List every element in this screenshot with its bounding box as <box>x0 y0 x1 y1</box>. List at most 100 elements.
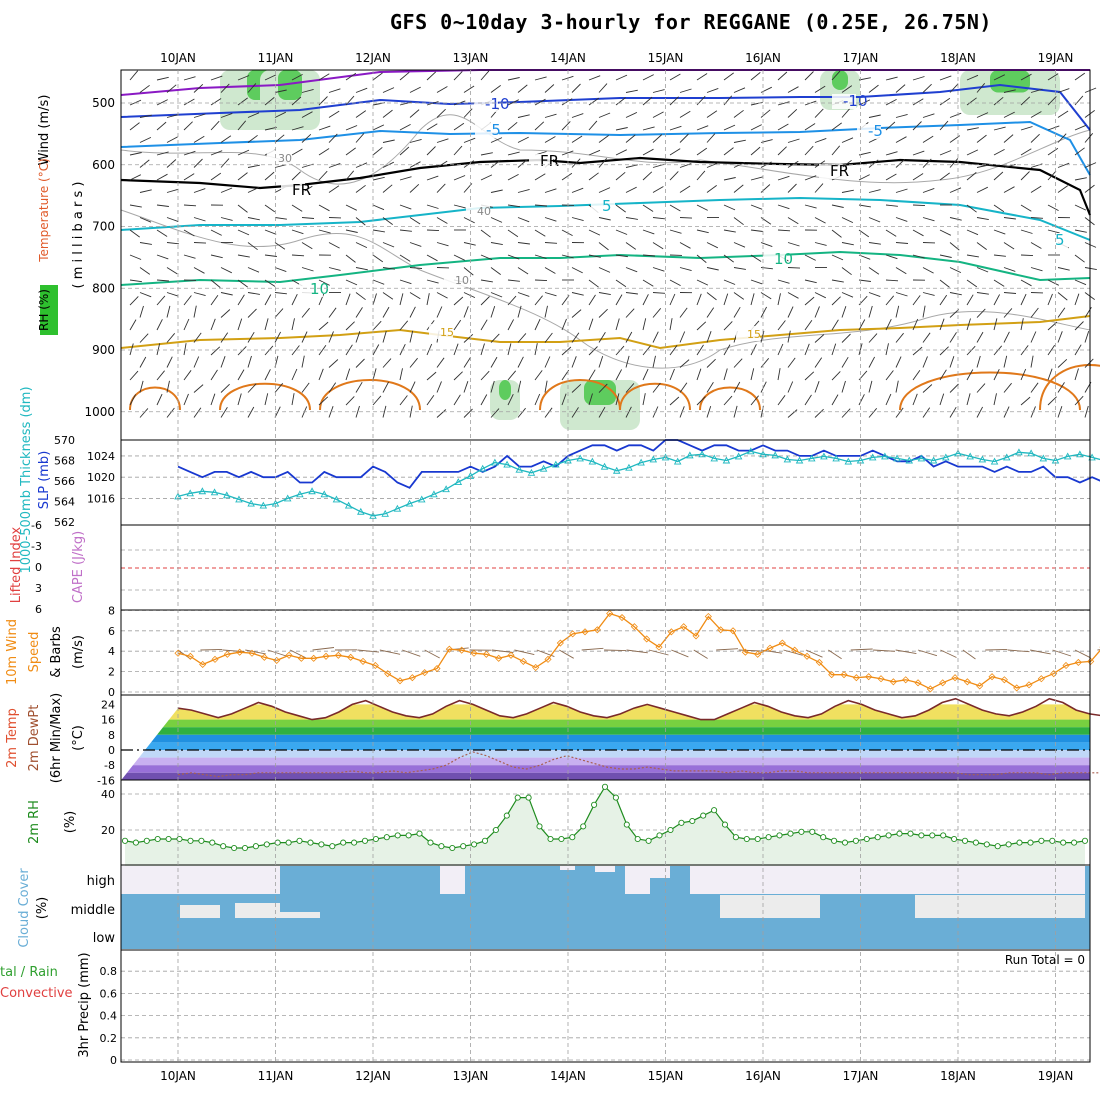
wind-barb <box>221 188 232 193</box>
wind-barb <box>994 127 1006 130</box>
wind-barb <box>167 293 178 297</box>
wind-barb <box>410 307 415 318</box>
wind-barb <box>626 165 638 168</box>
wind-barb <box>437 410 446 418</box>
wind-barb <box>886 152 898 155</box>
wind-barb <box>950 218 962 221</box>
slp-axis-label: SLP (mb) <box>37 451 52 510</box>
wind-barb <box>805 72 814 81</box>
wind-barb <box>616 319 619 331</box>
rh-marker <box>995 844 1000 849</box>
wind-barb <box>1031 134 1040 142</box>
wind-barb <box>518 268 528 275</box>
rh-marker <box>264 842 269 847</box>
wind-barb <box>977 218 989 220</box>
wind-barb <box>221 310 230 318</box>
wind-barb <box>967 393 970 405</box>
wind-barb <box>886 371 893 381</box>
wind-barb <box>832 205 844 208</box>
wind-barb <box>410 382 415 393</box>
wind-barb <box>842 357 848 367</box>
wind-barb <box>734 268 746 270</box>
wind-barb <box>680 308 687 318</box>
wind-barb <box>302 243 312 249</box>
wind-barb <box>454 255 465 260</box>
wind-barb <box>869 160 878 168</box>
wind-barb <box>680 332 685 343</box>
wind-barb <box>319 149 329 156</box>
wind-barb <box>950 113 961 117</box>
wind-barb <box>643 230 654 234</box>
wind-barb <box>886 174 896 180</box>
wind-barb <box>383 243 394 248</box>
wind-barb <box>805 124 815 131</box>
wind-barb <box>832 320 838 330</box>
wind-barb <box>1058 359 1067 367</box>
rh-marker <box>712 808 717 813</box>
wind-barb <box>643 127 655 130</box>
wind-barb <box>545 114 557 117</box>
wind-barb <box>643 393 645 405</box>
wind-barb <box>599 135 609 142</box>
wind-barb <box>427 205 439 209</box>
temp-tick-label: -16 <box>97 774 115 787</box>
wind-barb <box>572 188 583 192</box>
wind-barb <box>734 359 742 368</box>
wind-barb <box>869 268 879 275</box>
wind-barb <box>896 137 907 143</box>
wind-barb <box>518 357 523 368</box>
wind-barb <box>383 382 389 393</box>
wind-barb <box>464 109 472 118</box>
wind-barb <box>913 295 920 305</box>
rh-marker <box>286 840 291 845</box>
wind-barb <box>940 394 944 405</box>
wind-barb <box>491 85 501 92</box>
rh-marker <box>864 836 869 841</box>
wind-barb <box>373 321 381 330</box>
rh-marker <box>570 835 575 840</box>
wind-barb <box>329 186 339 193</box>
wind-barb <box>869 306 872 318</box>
wind-barb <box>383 331 386 343</box>
wind-barb <box>869 85 879 92</box>
wind-barb <box>1004 187 1015 193</box>
wind-barb <box>653 332 658 343</box>
wind-barb <box>292 149 302 155</box>
wind-barb <box>626 112 637 117</box>
panel-frame-slp <box>121 440 1090 525</box>
pressure-tick-label: 900 <box>92 343 115 357</box>
wind-barb <box>778 344 783 355</box>
wind-barb <box>211 370 218 380</box>
slp-tick-label: 1024 <box>87 450 115 463</box>
rh-marker <box>406 833 411 838</box>
cloud-gap <box>720 895 820 918</box>
wind-barb <box>437 307 442 318</box>
wind-barb <box>572 218 584 221</box>
wind-barb <box>788 382 793 393</box>
wind-barb <box>994 393 997 405</box>
wind-barb <box>184 370 191 380</box>
wind-barb <box>140 190 152 193</box>
wind-barb <box>238 319 242 330</box>
rh-marker <box>657 833 662 838</box>
temp-band <box>121 773 1090 781</box>
rh-marker <box>1072 840 1077 845</box>
wind-barb <box>167 333 175 342</box>
wind-barb <box>184 255 196 258</box>
rh-marker <box>199 838 204 843</box>
wind-barb <box>626 356 629 368</box>
wind-barb <box>572 356 576 367</box>
rh-marker <box>504 813 509 818</box>
wind-barb <box>832 371 840 380</box>
wind-barb <box>265 230 276 234</box>
wind-barb <box>356 406 360 418</box>
wind-barb <box>1004 356 1007 368</box>
date-label-top: 14JAN <box>550 51 586 65</box>
wind-barb <box>724 125 735 130</box>
rh-marker <box>1061 840 1066 845</box>
wind-barb <box>184 122 193 130</box>
wind-barb <box>697 126 708 130</box>
wind-barb <box>761 218 771 225</box>
wind-barb <box>842 381 846 393</box>
wind-barb <box>724 148 734 155</box>
